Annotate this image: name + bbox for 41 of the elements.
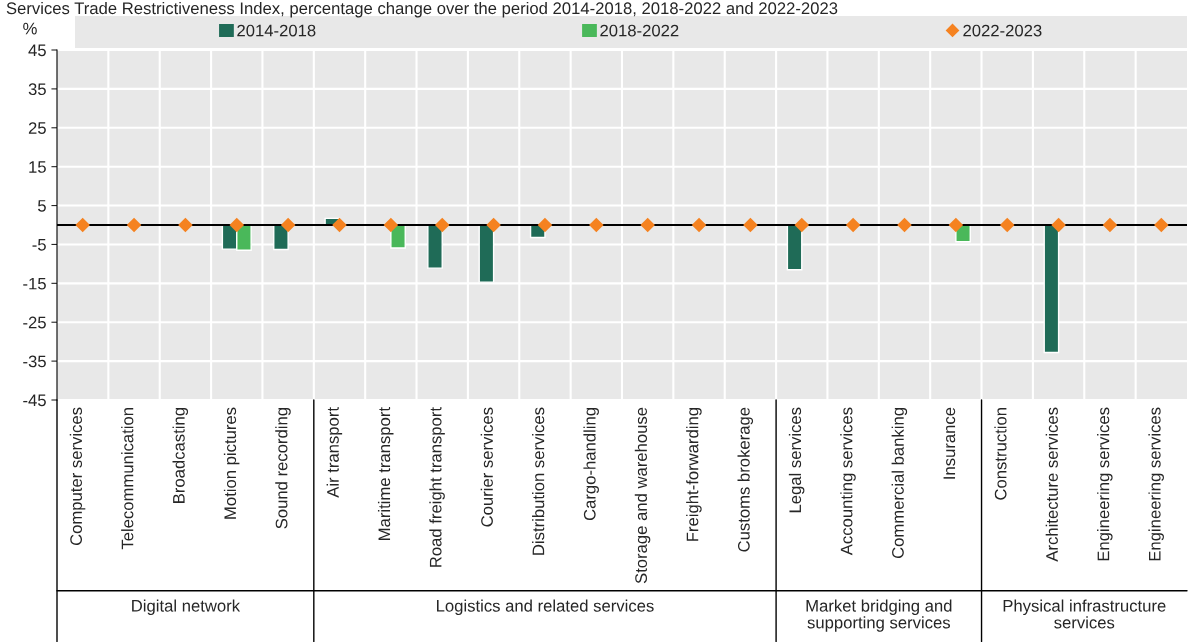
y-tick-label: 45 bbox=[28, 44, 46, 57]
y-tick-label: 15 bbox=[29, 161, 46, 173]
y-tick-label: -15 bbox=[23, 277, 46, 290]
y-tick-label: 5 bbox=[37, 200, 46, 212]
text: Market bridging and supporting services bbox=[806, 599, 952, 632]
x-tick-label: Commercial banking bbox=[891, 408, 908, 559]
x-tick-label: Engineering services bbox=[1097, 407, 1113, 561]
y-tick-label: 25 bbox=[28, 122, 46, 134]
x-tick-label: Motion pictures bbox=[223, 407, 240, 519]
x-tick-label: Engineering services bbox=[1148, 407, 1164, 561]
x-tick-label: Freight-forwarding bbox=[686, 408, 702, 541]
x-tick-label: Broadcasting bbox=[172, 408, 189, 503]
y-tick-label: -5 bbox=[32, 239, 46, 251]
x-tick-label: Customs brokerage bbox=[737, 407, 754, 552]
chart-title: Services Trade Restrictiveness Index, percentage change over the period 2014-2018, 2018-2022 and 2022-2023 bbox=[6, 1, 838, 18]
x-tick-label: Cargo-handling bbox=[583, 408, 599, 521]
x-tick-label: Air transport bbox=[326, 407, 343, 498]
x-tick-label: Road freight transport bbox=[429, 407, 445, 567]
text: Physical infrastructure services bbox=[1003, 599, 1166, 629]
y-tick-label: -45 bbox=[23, 394, 46, 407]
x-tick-label: Storage and warehouse bbox=[634, 407, 651, 584]
x-tick-label: Insurance bbox=[943, 407, 956, 479]
x-tick-label: Courier services bbox=[480, 407, 493, 527]
text: Logistics and related services bbox=[437, 599, 654, 616]
y-axis-title: % bbox=[23, 22, 37, 35]
x-tick-label: Computer services bbox=[69, 407, 86, 546]
legend-label: 2022-2023 bbox=[963, 24, 1042, 37]
text: Digital network bbox=[132, 599, 241, 616]
legend-label: 2018-2022 bbox=[600, 24, 679, 37]
x-tick-label: Construction bbox=[994, 408, 1007, 500]
y-tick-label: -25 bbox=[23, 316, 46, 329]
y-tick-label: -35 bbox=[23, 355, 46, 368]
x-tick-label: Distribution services bbox=[532, 407, 545, 555]
y-tick-label: 35 bbox=[28, 83, 46, 96]
x-tick-label: Telecommunication bbox=[121, 408, 134, 550]
x-tick-label: Maritime transport bbox=[377, 407, 394, 540]
x-tick-label: Accounting services bbox=[840, 407, 856, 556]
legend-label: 2014-2018 bbox=[237, 24, 316, 37]
x-tick-label: Legal services bbox=[788, 407, 805, 513]
x-tick-label: Sound recording bbox=[275, 408, 291, 529]
x-tick-label: Architecture services bbox=[1045, 407, 1058, 562]
